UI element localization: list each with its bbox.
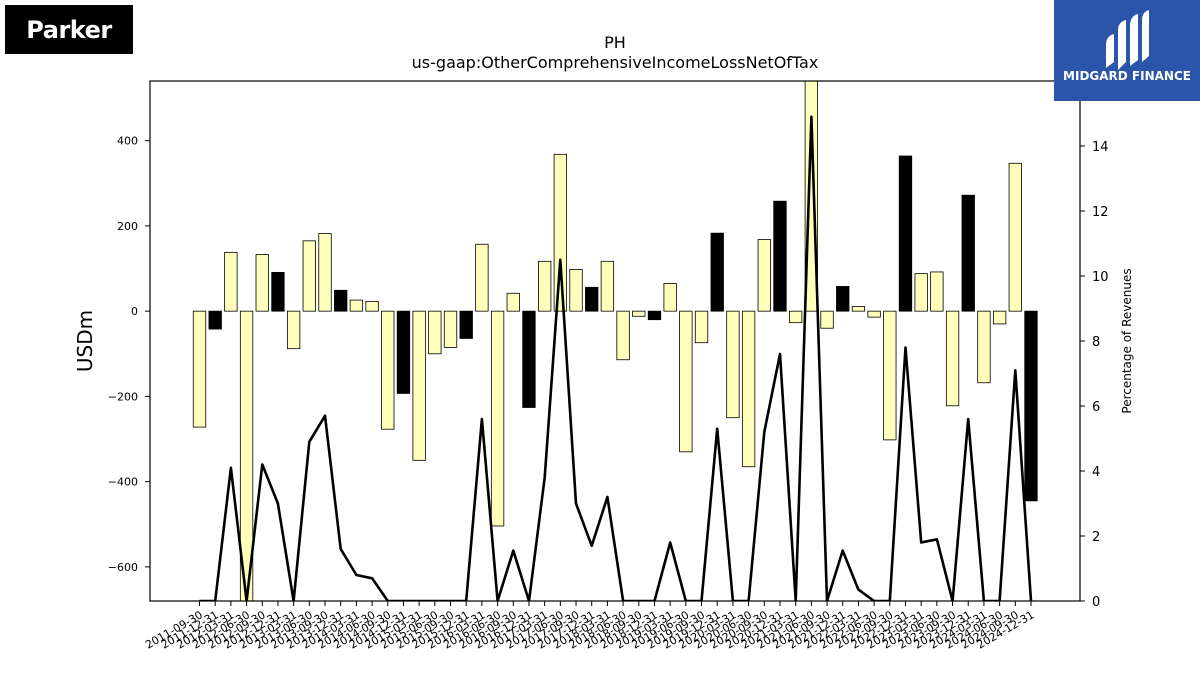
bar-2022-12-31 [898,155,913,312]
bar-2015-09-30 [443,310,458,348]
bar-2022-09-30 [883,310,897,441]
bar-2020-03-31 [726,310,740,419]
bar-2019-03-31 [663,283,677,312]
bar-2023-12-31 [961,194,975,312]
chart-subtitle: us-gaap:OtherComprehensiveIncomeLossNetO… [412,53,819,72]
bar-2018-09-30 [632,310,646,317]
bar-2024-12-31 [1024,310,1038,502]
bar-2017-03-31 [538,260,552,312]
bar-2014-03-31 [349,299,364,312]
bar-2019-12-31 [710,232,724,312]
parker-logo: Parker [5,5,133,54]
bar-2021-09-30 [820,310,834,329]
bar-2023-06-30 [930,271,944,312]
bar-2021-12-31 [836,286,850,312]
bar-2014-12-31 [396,310,411,394]
midgard-finance-logo: MIDGARD FINANCE [1054,0,1200,101]
bar-2014-06-30 [365,300,379,312]
midgard-mark-icon [1106,10,1149,70]
y2-tick-label-14: 14 [1092,140,1109,155]
y-tick-label-400: 400 [117,135,138,148]
bar-2023-09-30 [945,310,960,407]
bar-2012-03-31 [224,251,238,312]
bar-2020-12-31 [773,200,787,312]
y2-tick-label-0: 0 [1092,595,1100,610]
bar-2020-06-30 [741,310,756,468]
bar-2023-03-31 [914,273,928,312]
bar-2011-12-31 [208,310,222,330]
y-tick-label-0: 0 [131,305,138,318]
bar-2017-06-30 [553,153,567,312]
y-tick-label--200: −200 [108,390,138,403]
y2-axis-label: Percentage of Revenues [1120,268,1134,413]
bar-2018-12-31 [647,310,662,321]
bar-2015-03-31 [412,310,426,461]
bar-series [192,81,1038,601]
bar-2013-09-30 [318,233,332,312]
bar-2011-09-30 [192,310,207,428]
y2-tick-label-4: 4 [1092,465,1100,480]
bar-2018-06-30 [616,310,630,361]
y2-tick-label-12: 12 [1092,205,1109,220]
y-tick-label-200: 200 [117,220,138,233]
parker-logo-text: Parker [26,15,112,44]
bar-2013-03-31 [286,310,301,350]
bar-2016-09-30 [506,292,520,312]
bar-2012-12-31 [271,271,285,312]
bar-2024-06-30 [992,310,1007,325]
bar-2021-03-31 [789,310,803,324]
bar-2022-03-31 [851,306,866,312]
y-tick-label--600: −600 [108,561,138,574]
y2-tick-label-2: 2 [1092,530,1100,545]
bar-2015-12-31 [459,310,473,339]
y2-tick-label-8: 8 [1092,335,1100,350]
bar-2012-09-30 [255,254,269,312]
midgard-logo-text: MIDGARD FINANCE [1063,69,1191,83]
y-axis-label: USDm [73,310,97,372]
bar-2016-12-31 [522,310,536,408]
bar-2017-09-30 [569,268,583,312]
bar-2018-03-31 [600,260,615,312]
bar-2019-06-30 [679,310,693,453]
chart-title: PH [604,33,626,52]
bar-2012-06-30 [239,310,254,601]
revenue-percentage-line [199,115,1033,601]
y-tick-label--400: −400 [108,476,138,489]
bar-2015-06-30 [428,310,442,355]
bar-2013-12-31 [334,289,348,312]
bar-2016-06-30 [490,310,505,527]
bar-2014-09-30 [381,310,395,430]
bar-2024-03-31 [977,310,991,384]
bar-2017-12-31 [585,286,599,312]
y2-tick-label-6: 6 [1092,400,1100,415]
bar-2022-06-30 [867,310,881,318]
y2-tick-label-10: 10 [1092,270,1109,285]
bar-2019-09-30 [694,310,709,344]
bar-2016-03-31 [475,243,489,312]
bar-2024-09-30 [1008,162,1022,312]
bar-2013-06-30 [302,240,316,312]
bar-2020-09-30 [757,239,771,312]
